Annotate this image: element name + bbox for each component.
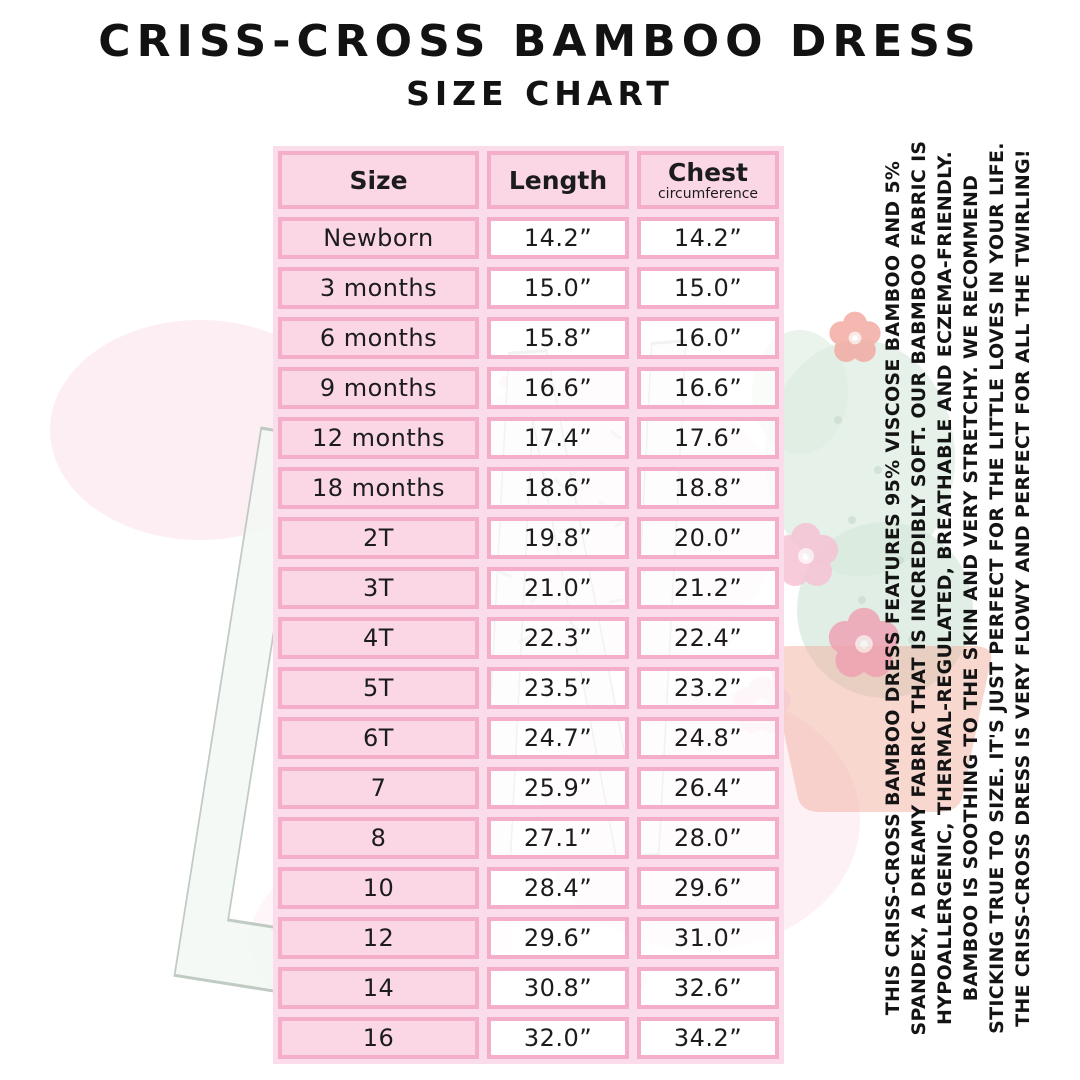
column-header-chest: Chest circumference [637,151,779,209]
chest-cell: 14.2” [637,217,779,259]
chest-cell: 16.6” [637,367,779,409]
length-cell: 29.6” [487,917,629,959]
side-note: THIS CRISS-CROSS BAMBOO DRESS FEATURES 9… [880,112,1036,1064]
length-cell: 15.0” [487,267,629,309]
table-row: 5T 23.5” 23.2” [278,667,779,709]
length-cell: 30.8” [487,967,629,1009]
chest-cell: 31.0” [637,917,779,959]
chest-cell: 32.6” [637,967,779,1009]
page-title: CRISS-CROSS BAMBOO DRESS [98,16,982,67]
table-row: 8 27.1” 28.0” [278,817,779,859]
cactus-watermark [733,311,992,812]
table-row: 3 months 15.0” 15.0” [278,267,779,309]
size-cell: 12 [278,917,479,959]
side-note-line: BAMBOO IS SOOTHING TO THE SKIN AND VERY … [960,174,982,1002]
size-cell: 8 [278,817,479,859]
chest-cell: 24.8” [637,717,779,759]
table-row: 6 months 15.8” 16.0” [278,317,779,359]
size-cell: 2T [278,517,479,559]
table-row: 6T 24.7” 24.8” [278,717,779,759]
size-header-label: Size [349,165,408,195]
table-row: 9 months 16.6” 16.6” [278,367,779,409]
length-cell: 28.4” [487,867,629,909]
length-cell: 25.9” [487,767,629,809]
chest-cell: 28.0” [637,817,779,859]
side-note-line: SPANDEX, A DREAMY FABRIC THAT IS INCREDI… [908,140,930,1036]
size-chart-body: Newborn 14.2” 14.2” 3 months 15.0” 15.0” 6 mon… [278,217,779,1059]
table-row: 4T 22.3” 22.4” [278,617,779,659]
length-cell: 23.5” [487,667,629,709]
chest-cell: 23.2” [637,667,779,709]
length-cell: 19.8” [487,517,629,559]
length-cell: 18.6” [487,467,629,509]
size-cell: 9 months [278,367,479,409]
table-row: 12 months 17.4” 17.6” [278,417,779,459]
table-row: 18 months 18.6” 18.8” [278,467,779,509]
length-header-label: Length [508,165,608,195]
chest-cell: 17.6” [637,417,779,459]
table-row: 3T 21.0” 21.2” [278,567,779,609]
column-header-length: Length [487,151,629,209]
table-row: 10 28.4” 29.6” [278,867,779,909]
side-note-line: STICKING TRUE TO SIZE. IT'S JUST PERFECT… [986,142,1008,1034]
chest-header-sublabel: circumference [657,185,759,202]
size-cell: 5T [278,667,479,709]
length-cell: 21.0” [487,567,629,609]
chest-cell: 26.4” [637,767,779,809]
chest-cell: 21.2” [637,567,779,609]
chest-cell: 16.0” [637,317,779,359]
size-cell: 10 [278,867,479,909]
table-row: Newborn 14.2” 14.2” [278,217,779,259]
header-row: Size Length Chest circumference [278,151,779,209]
size-cell: 18 months [278,467,479,509]
size-cell: 3 months [278,267,479,309]
side-note-line: THIS CRISS-CROSS BAMBOO DRESS FEATURES 9… [882,160,904,1016]
size-chart-table: Size Length Chest circumference Newborn 1… [270,143,787,1067]
length-cell: 22.3” [487,617,629,659]
table-row: 12 29.6” 31.0” [278,917,779,959]
chest-header-label: Chest [668,157,748,187]
chest-cell: 15.0” [637,267,779,309]
size-cell: 3T [278,567,479,609]
length-cell: 27.1” [487,817,629,859]
size-chart-header: Size Length Chest circumference [278,151,779,209]
length-cell: 17.4” [487,417,629,459]
size-cell: 4T [278,617,479,659]
size-cell: 6T [278,717,479,759]
size-cell: 16 [278,1017,479,1059]
size-cell: 12 months [278,417,479,459]
chest-cell: 34.2” [637,1017,779,1059]
table-row: 14 30.8” 32.6” [278,967,779,1009]
size-cell: Newborn [278,217,479,259]
length-cell: 32.0” [487,1017,629,1059]
table-row: 2T 19.8” 20.0” [278,517,779,559]
column-header-size: Size [278,151,479,209]
side-note-line: HYPOALLERGENIC, THERMAL-REGULATED, BREAT… [934,151,956,1026]
length-cell: 24.7” [487,717,629,759]
size-cell: 7 [278,767,479,809]
table-row: 16 32.0” 34.2” [278,1017,779,1059]
length-cell: 15.8” [487,317,629,359]
size-cell: 6 months [278,317,479,359]
chest-cell: 20.0” [637,517,779,559]
cactus-pot [768,646,992,812]
page-subtitle: SIZE CHART [406,74,674,113]
length-cell: 14.2” [487,217,629,259]
chest-cell: 22.4” [637,617,779,659]
table-row: 7 25.9” 26.4” [278,767,779,809]
chest-cell: 18.8” [637,467,779,509]
length-cell: 16.6” [487,367,629,409]
side-note-line: THE CRISS-CROSS DRESS IS VERY FLOWY AND … [1012,149,1034,1027]
size-cell: 14 [278,967,479,1009]
side-note-text: THIS CRISS-CROSS BAMBOO DRESS FEATURES 9… [880,112,1036,1064]
chest-cell: 29.6” [637,867,779,909]
